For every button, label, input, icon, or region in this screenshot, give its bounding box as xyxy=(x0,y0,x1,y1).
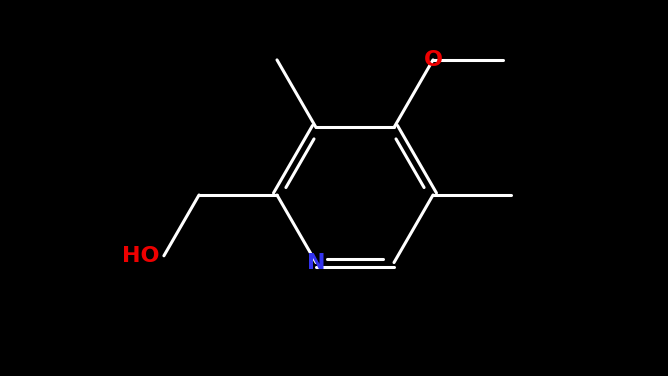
Text: N: N xyxy=(307,253,325,273)
Text: HO: HO xyxy=(122,246,160,266)
Text: O: O xyxy=(424,50,442,70)
